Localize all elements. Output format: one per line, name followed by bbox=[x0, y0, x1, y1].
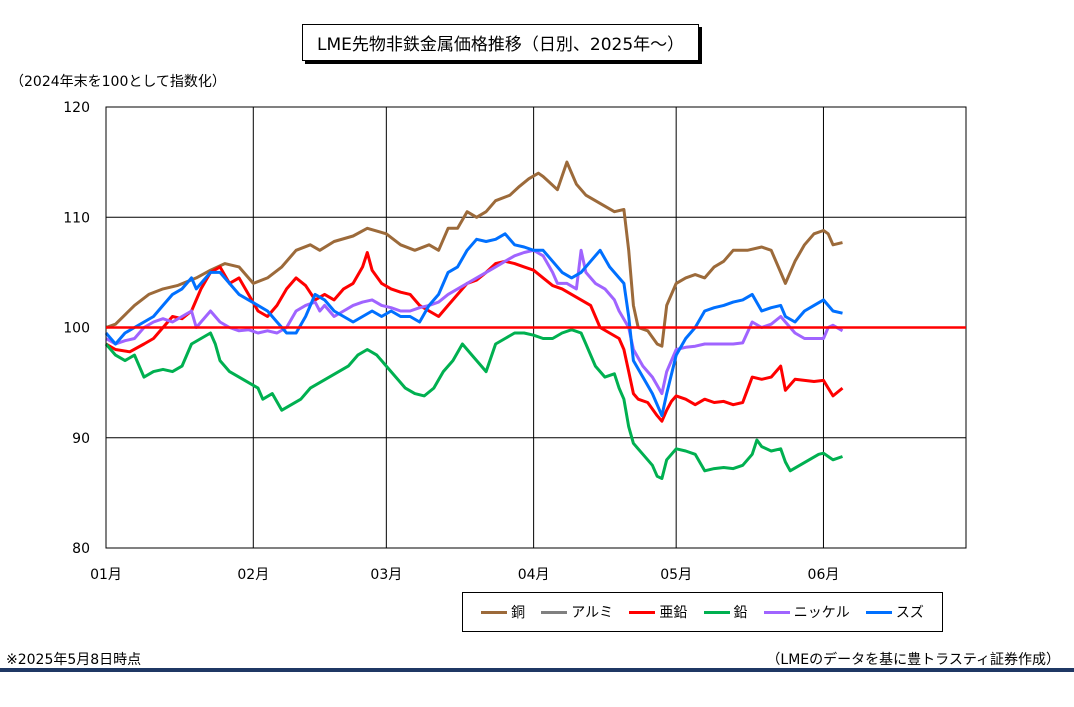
legend-swatch bbox=[541, 610, 568, 614]
y-tick-label: 110 bbox=[63, 210, 90, 226]
legend-label: 鉛 bbox=[733, 605, 748, 621]
legend-label: ニッケル bbox=[793, 605, 850, 621]
series-line-0 bbox=[105, 160, 843, 348]
legend-label: スズ bbox=[895, 605, 924, 621]
series-lines bbox=[104, 160, 844, 480]
unit-label: （2024年末を100として指数化） bbox=[10, 74, 226, 90]
legend-item: アルミ bbox=[541, 602, 613, 622]
legend: 銅 アルミ 亜鉛 鉛 ニッケル スズ bbox=[462, 592, 943, 632]
legend-label: 亜鉛 bbox=[659, 605, 688, 621]
legend-item: スズ bbox=[865, 602, 924, 622]
x-tick-label: 04月 bbox=[518, 567, 550, 583]
series-line-5 bbox=[104, 232, 843, 418]
legend-item: 亜鉛 bbox=[629, 602, 687, 622]
y-tick-label: 80 bbox=[72, 541, 90, 557]
source-note: （LMEのデータを基に豊トラスティ証券作成） bbox=[766, 652, 1060, 668]
legend-item: ニッケル bbox=[763, 602, 850, 622]
legend-item: 鉛 bbox=[703, 602, 748, 622]
chart-title: LME先物非鉄金属価格推移（日別、2025年～） bbox=[302, 24, 700, 61]
y-tick-label: 100 bbox=[63, 321, 90, 337]
x-tick-label: 06月 bbox=[808, 567, 840, 583]
legend-label: アルミ bbox=[571, 605, 614, 621]
legend-label: 銅 bbox=[511, 605, 526, 621]
y-tick-label: 90 bbox=[72, 431, 90, 447]
legend-swatch bbox=[865, 610, 892, 614]
legend-swatch bbox=[763, 610, 790, 614]
x-tick-label: 03月 bbox=[370, 567, 402, 583]
x-tick-label: 02月 bbox=[237, 567, 269, 583]
footer-bar bbox=[0, 668, 1074, 672]
footnote: ※2025年5月8日時点 bbox=[6, 652, 142, 668]
x-tick-label: 05月 bbox=[660, 567, 692, 583]
legend-swatch bbox=[629, 610, 656, 614]
y-tick-label: 120 bbox=[63, 100, 90, 116]
legend-swatch bbox=[481, 610, 508, 614]
series-line-3 bbox=[104, 328, 843, 480]
x-tick-label: 01月 bbox=[90, 567, 122, 583]
legend-item: 銅 bbox=[481, 602, 525, 622]
legend-swatch bbox=[703, 610, 730, 614]
axis-ticks: 80 90 100 110 120 01月 02月 03月 04月 05月 06月 bbox=[63, 100, 839, 583]
